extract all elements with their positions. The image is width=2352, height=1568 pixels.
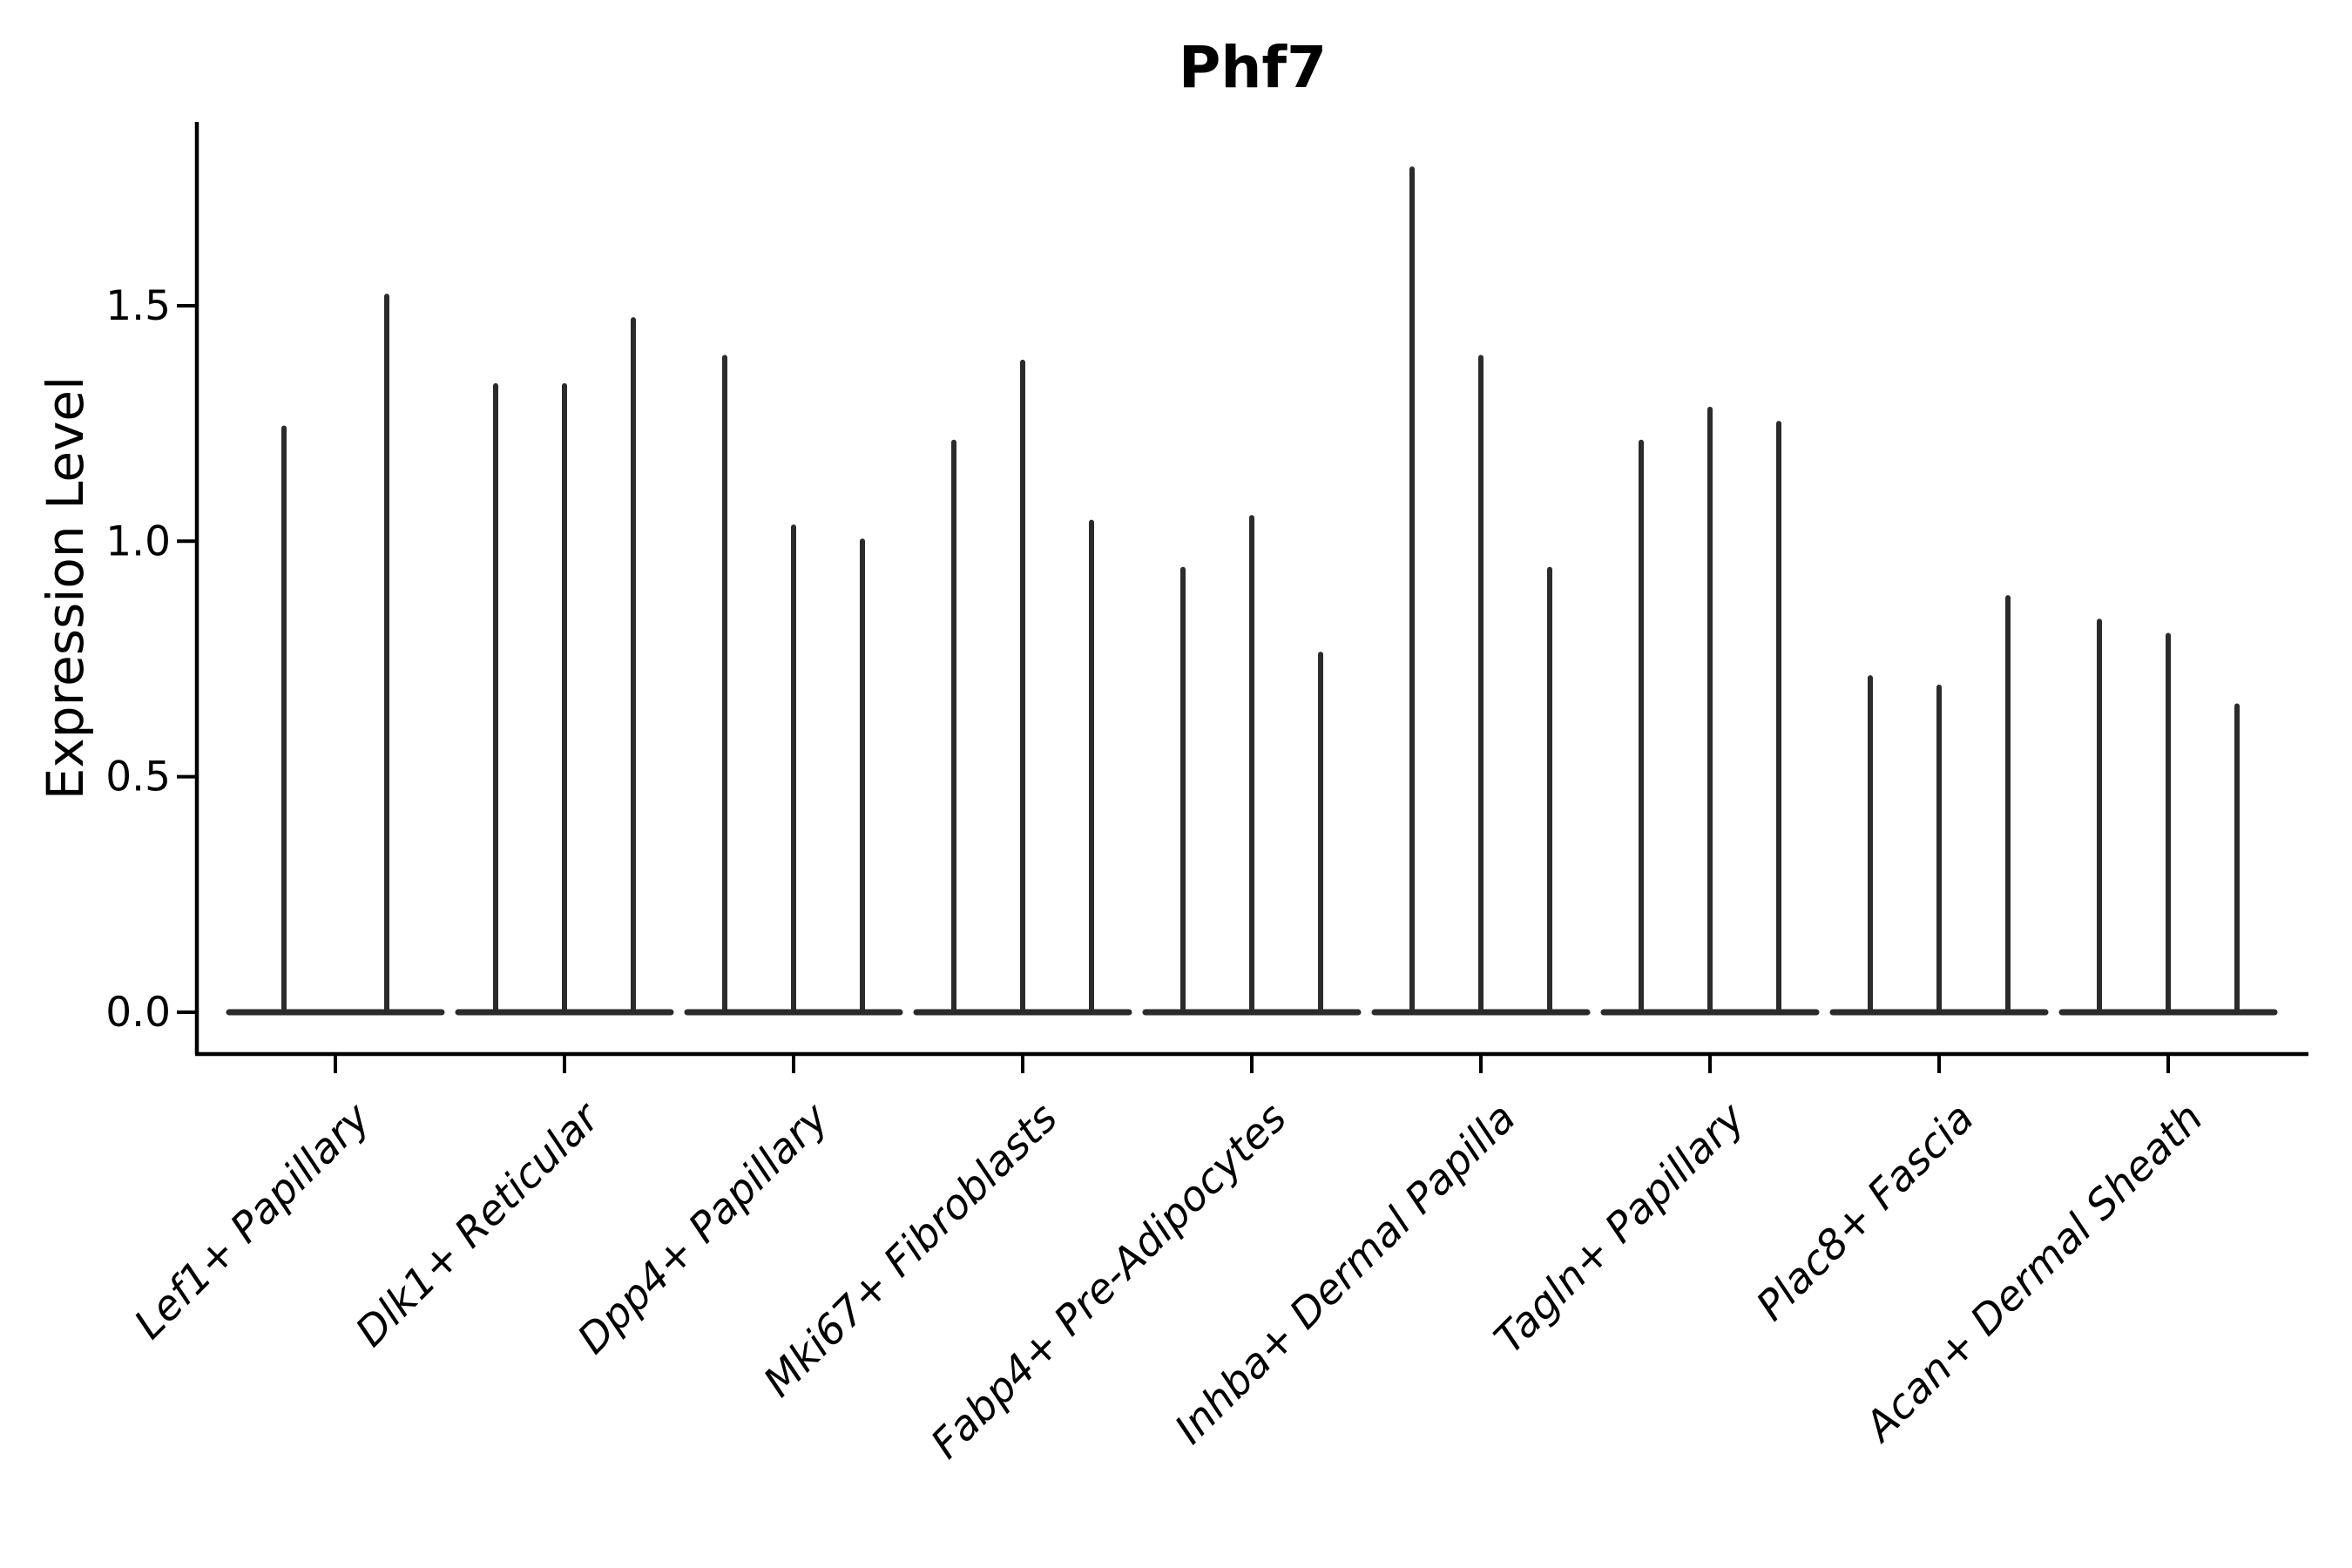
x-tick-label: Dpp4+ Papillary — [569, 1093, 839, 1363]
x-tick-label: Tagln+ Papillary — [1485, 1093, 1755, 1363]
x-tick-label: Plac8+ Fascia — [1747, 1094, 1984, 1330]
y-tick-label: 0.5 — [105, 754, 171, 801]
y-tick-label: 1.0 — [105, 517, 171, 565]
y-axis-label: Expression Level — [36, 376, 95, 800]
x-tick-label: Dlk1+ Reticular — [347, 1092, 611, 1356]
x-tick-label: Lef1+ Papillary — [125, 1093, 381, 1348]
y-tick-label: 1.5 — [105, 282, 171, 330]
y-tick-label: 0.0 — [105, 989, 171, 1037]
chart-title: Phf7 — [1179, 34, 1327, 101]
